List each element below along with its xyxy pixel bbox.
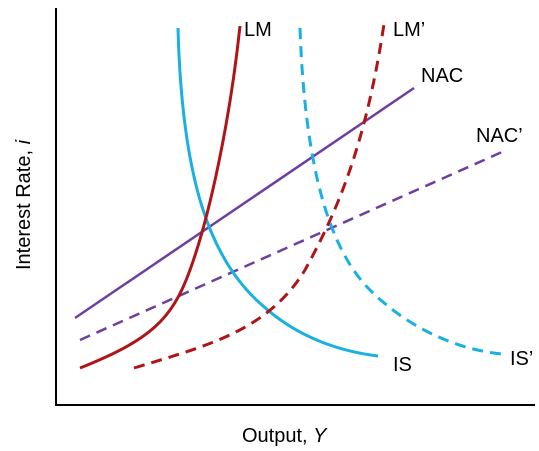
is-prime-label: IS’ xyxy=(510,348,533,370)
y-axis-text: Interest Rate, xyxy=(13,144,35,270)
y-axis-title: Interest Rate, i xyxy=(13,139,35,270)
lm-label: LM xyxy=(244,19,272,41)
is-label: IS xyxy=(393,354,412,376)
nac-prime-curve xyxy=(79,150,503,342)
x-axis-var: Y xyxy=(313,425,328,447)
nac-curve xyxy=(74,86,415,320)
nac-label: NAC xyxy=(421,65,463,87)
is-curve xyxy=(176,27,379,358)
y-axis-var: i xyxy=(13,139,35,144)
x-axis-text: Output, xyxy=(242,425,313,447)
axes xyxy=(55,8,535,406)
lm-prime-curve xyxy=(133,23,386,370)
nac-prime-label: NAC’ xyxy=(476,125,523,147)
lm-curve xyxy=(79,25,242,370)
is-prime-curve xyxy=(298,27,503,356)
x-axis-title: Output, Y xyxy=(242,425,328,447)
lm-prime-label: LM’ xyxy=(393,19,425,41)
